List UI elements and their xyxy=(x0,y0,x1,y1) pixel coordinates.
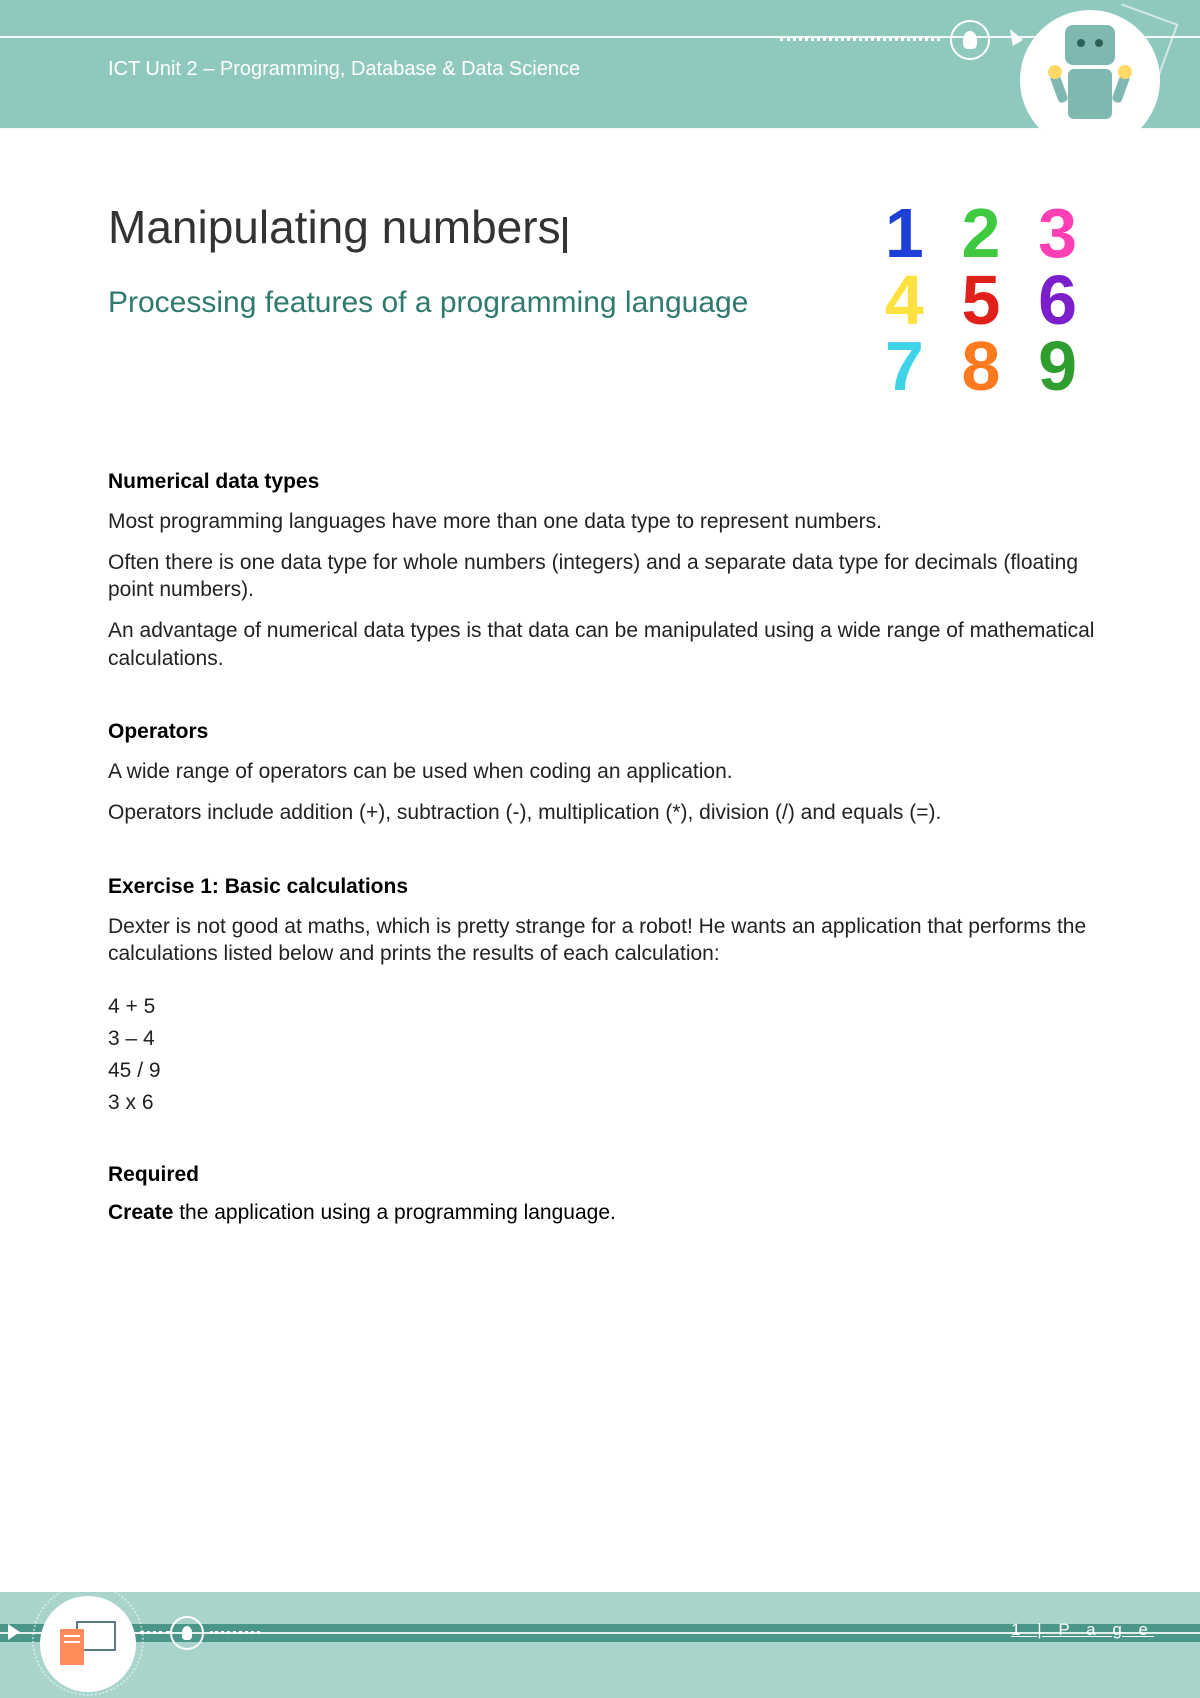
required-instruction: Create the application using a programmi… xyxy=(108,1201,1096,1225)
calculation-item: 45 / 9 xyxy=(108,1059,1096,1083)
number-digit: 4 xyxy=(869,267,939,334)
text-cursor-icon xyxy=(563,217,567,253)
create-rest: the application using a programming lang… xyxy=(173,1201,615,1224)
footer-badge xyxy=(40,1596,136,1692)
body-paragraph: Often there is one data type for whole n… xyxy=(108,549,1096,604)
header-unit-text: ICT Unit 2 – Programming, Database & Dat… xyxy=(108,58,580,81)
calculation-item: 3 x 6 xyxy=(108,1091,1096,1115)
create-bold: Create xyxy=(108,1201,173,1224)
robot-badge xyxy=(1020,10,1160,150)
section-heading-operators: Operators xyxy=(108,720,1096,744)
calculation-item: 3 – 4 xyxy=(108,1027,1096,1051)
body-paragraph: Dexter is not good at maths, which is pr… xyxy=(108,913,1096,968)
section-heading-exercise1: Exercise 1: Basic calculations xyxy=(108,875,1096,899)
page-title-text: Manipulating numbers xyxy=(108,201,561,253)
header-rule-bottom xyxy=(0,128,1200,130)
number-grid-graphic: 123 456 789 xyxy=(866,200,1096,400)
number-digit: 5 xyxy=(946,267,1016,334)
number-digit: 2 xyxy=(946,200,1016,267)
number-digit: 3 xyxy=(1023,200,1093,267)
footer-lightbulb-icon xyxy=(170,1616,204,1650)
robot-icon xyxy=(1050,25,1130,135)
header-dotted-line xyxy=(780,38,940,41)
body-paragraph: An advantage of numerical data types is … xyxy=(108,617,1096,672)
section-heading-required: Required xyxy=(108,1163,1096,1187)
page-content: Manipulating numbers Processing features… xyxy=(108,200,1096,1225)
body-paragraph: Most programming languages have more tha… xyxy=(108,508,1096,535)
footer-dotted-line xyxy=(140,1631,170,1634)
body-paragraph: A wide range of operators can be used wh… xyxy=(108,758,1096,785)
section-heading-numerical: Numerical data types xyxy=(108,470,1096,494)
calculation-item: 4 + 5 xyxy=(108,995,1096,1019)
footer-dotted-line xyxy=(210,1631,260,1634)
page-title: Manipulating numbers xyxy=(108,200,846,254)
page-subtitle: Processing features of a programming lan… xyxy=(108,282,846,324)
number-digit: 1 xyxy=(869,200,939,267)
footer-arrow-icon xyxy=(8,1624,20,1640)
monitor-document-icon xyxy=(60,1621,116,1667)
number-digit: 9 xyxy=(1023,333,1093,400)
number-digit: 6 xyxy=(1023,267,1093,334)
calculation-list: 4 + 5 3 – 4 45 / 9 3 x 6 xyxy=(108,995,1096,1115)
page-number: 1 | P a g e xyxy=(1011,1620,1154,1640)
number-digit: 7 xyxy=(869,333,939,400)
lightbulb-icon xyxy=(950,20,990,60)
number-digit: 8 xyxy=(946,333,1016,400)
body-paragraph: Operators include addition (+), subtract… xyxy=(108,799,1096,826)
